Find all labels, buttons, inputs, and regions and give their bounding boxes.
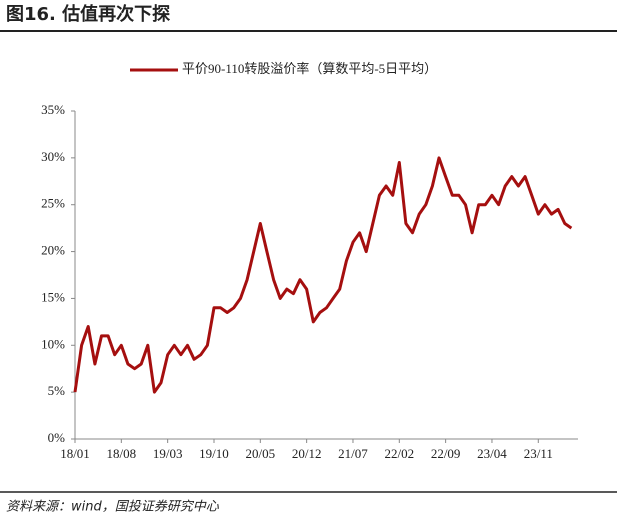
x-tick-label: 20/12	[292, 446, 322, 461]
y-tick-label: 20%	[41, 243, 65, 258]
x-tick-label: 19/10	[199, 446, 229, 461]
x-tick-label: 22/09	[431, 446, 461, 461]
x-tick-label: 23/04	[477, 446, 507, 461]
x-tick-label: 20/05	[246, 446, 276, 461]
figure-title: 图16. 估值再次下探	[6, 3, 171, 25]
legend-label: 平价90-110转股溢价率（算数平均-5日平均）	[182, 61, 437, 76]
x-tick-label: 19/03	[153, 446, 183, 461]
x-tick-label: 21/07	[338, 446, 368, 461]
y-tick-label: 5%	[48, 383, 66, 398]
y-tick-label: 25%	[41, 196, 65, 211]
y-tick-label: 35%	[41, 102, 65, 117]
x-tick-label: 18/08	[107, 446, 137, 461]
x-tick-label: 23/11	[524, 446, 553, 461]
x-tick-label: 18/01	[60, 446, 90, 461]
y-tick-label: 0%	[48, 430, 66, 445]
y-tick-label: 10%	[41, 336, 65, 351]
series-line	[73, 156, 573, 394]
source-note: 资料来源：wind，国投证券研究中心	[6, 499, 220, 515]
y-tick-label: 30%	[41, 149, 65, 164]
x-tick-label: 22/02	[384, 446, 414, 461]
y-tick-label: 15%	[41, 289, 65, 304]
